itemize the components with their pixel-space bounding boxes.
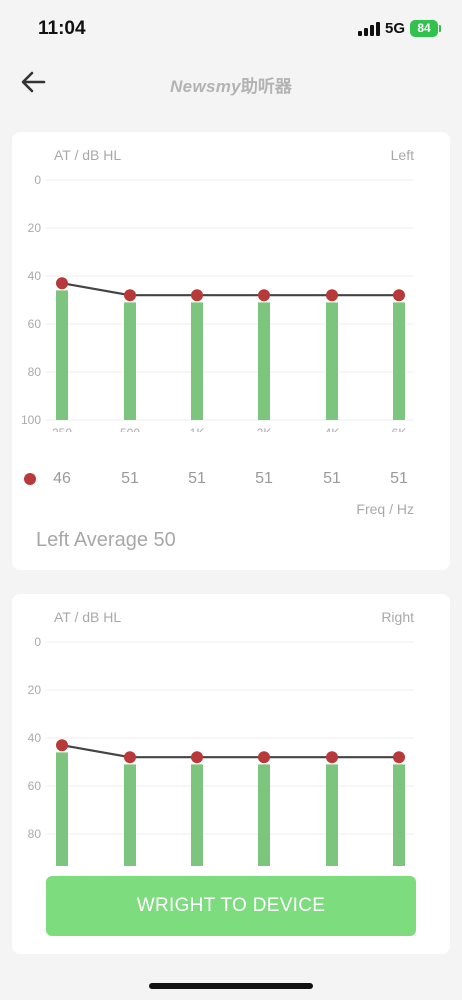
- threshold-bar: [56, 752, 68, 866]
- threshold-bar: [326, 764, 338, 866]
- battery-level: 84: [417, 21, 431, 35]
- threshold-point: [191, 751, 203, 764]
- y-tick-label: 60: [28, 779, 42, 793]
- y-tick-label: 100: [21, 413, 41, 427]
- y-tick-label: 80: [28, 827, 42, 841]
- legend-dot: [24, 473, 36, 485]
- threshold-point: [191, 289, 203, 302]
- ear-side-label: Left: [391, 147, 414, 163]
- threshold-point: [258, 289, 270, 302]
- threshold-point: [258, 751, 270, 764]
- y-tick-label: 20: [28, 683, 42, 697]
- y-tick-label: 80: [28, 365, 42, 379]
- y-tick-label: 0: [34, 173, 41, 187]
- x-tick-label: 2K: [257, 426, 272, 432]
- threshold-point: [326, 751, 338, 764]
- threshold-point: [393, 289, 405, 302]
- threshold-value: 46: [53, 470, 71, 487]
- threshold-point: [124, 289, 136, 302]
- brand-suffix: 助听器: [240, 77, 292, 96]
- threshold-point: [124, 751, 136, 764]
- x-tick-label: 6K: [392, 426, 407, 432]
- y-axis-label: AT / dB HL: [54, 147, 121, 163]
- threshold-value: 51: [390, 470, 408, 487]
- nav-bar: Newsmy助听器: [0, 60, 462, 110]
- y-tick-label: 40: [28, 731, 42, 745]
- threshold-bar: [393, 764, 405, 866]
- x-tick-label: 1K: [190, 426, 205, 432]
- threshold-bar: [191, 764, 203, 866]
- threshold-value: 51: [255, 470, 273, 487]
- y-tick-label: 20: [28, 221, 42, 235]
- right-audiogram-chart: AT / dB HL Right 0 20 40 60 80: [28, 609, 414, 866]
- x-tick-label: 4K: [325, 426, 340, 432]
- threshold-value: 51: [121, 470, 139, 487]
- x-tick-label: 500: [120, 426, 140, 432]
- threshold-line: [61, 282, 399, 297]
- battery-icon: 84: [410, 20, 441, 37]
- signal-icon: [358, 22, 380, 36]
- arrow-left-icon: [21, 71, 46, 93]
- threshold-point: [326, 289, 338, 302]
- home-indicator: [149, 983, 313, 989]
- threshold-bar: [258, 302, 270, 420]
- threshold-point: [56, 277, 68, 290]
- x-tick-label: 250: [52, 426, 72, 432]
- threshold-value: 51: [188, 470, 206, 487]
- threshold-bar: [258, 764, 270, 866]
- threshold-bar: [326, 302, 338, 420]
- left-audiogram-card: AT / dB HL Left 0 20 40 60 80 100 250 500 1K 2K 4K 6K…: [12, 132, 450, 570]
- brand-title: Newsmy助听器: [0, 72, 462, 97]
- write-to-device-button[interactable]: WRIGHT TO DEVICE: [46, 876, 416, 936]
- freq-unit-label: Freq / Hz: [356, 501, 414, 517]
- status-time: 11:04: [38, 18, 86, 39]
- network-label: 5G: [385, 20, 406, 37]
- status-bar: 11:04 5G 84: [0, 0, 462, 60]
- ear-side-label: Right: [381, 609, 414, 625]
- back-button[interactable]: [18, 68, 50, 96]
- threshold-line: [61, 744, 399, 759]
- threshold-point: [393, 751, 405, 764]
- threshold-bar: [56, 290, 68, 420]
- threshold-bar: [393, 302, 405, 420]
- threshold-value: 51: [323, 470, 341, 487]
- threshold-point: [56, 739, 68, 752]
- threshold-bar: [124, 764, 136, 866]
- left-audiogram-chart: AT / dB HL Left 0 20 40 60 80 100 250 500 1K 2K 4K 6K: [21, 147, 414, 432]
- y-axis-label: AT / dB HL: [54, 609, 121, 625]
- threshold-bar: [124, 302, 136, 420]
- threshold-bar: [191, 302, 203, 420]
- y-tick-label: 60: [28, 317, 42, 331]
- left-average: Left Average 50: [36, 529, 176, 551]
- y-tick-label: 0: [34, 635, 41, 649]
- brand-logo: Newsmy: [170, 77, 241, 96]
- y-tick-label: 40: [28, 269, 42, 283]
- left-values-row: 46 51 51 51 51 51: [12, 467, 450, 491]
